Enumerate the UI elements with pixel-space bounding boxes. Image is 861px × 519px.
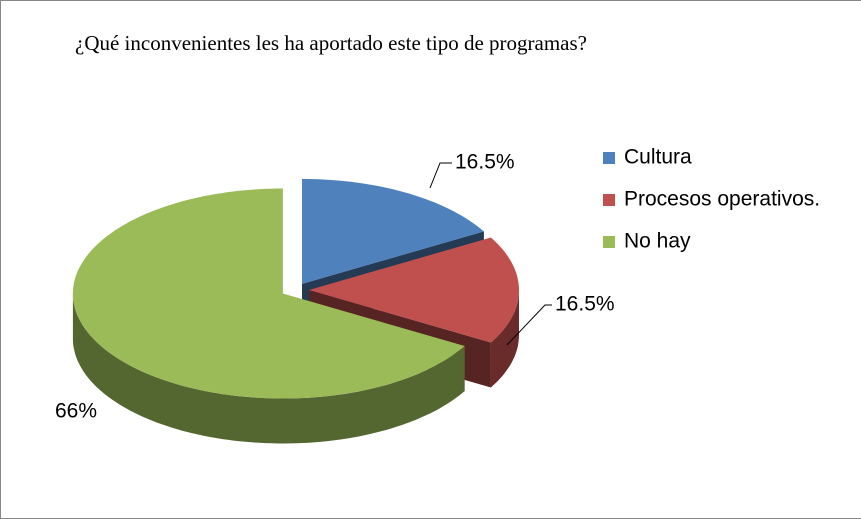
slice-side [490, 290, 519, 388]
legend-label: No hay [624, 230, 691, 253]
legend-swatch [603, 236, 615, 248]
slice [309, 237, 519, 343]
pie [72, 178, 519, 444]
leader-line [429, 162, 452, 189]
data-label: 16.5% [455, 151, 515, 174]
legend-swatch [603, 194, 615, 206]
slice [72, 188, 465, 399]
legend-swatch [603, 152, 615, 164]
slice-side [72, 293, 465, 444]
data-label: 16.5% [555, 293, 615, 316]
slice [302, 178, 484, 284]
legend: Cultura Procesos operativos. No hay [603, 146, 820, 253]
chart-title: ¿Qué inconvenientes les ha aportado este… [75, 31, 587, 55]
leader-line [506, 304, 552, 346]
data-label: 66% [55, 400, 97, 423]
legend-label: Procesos operativos. [624, 188, 820, 211]
legend-label: Cultura [624, 146, 692, 169]
